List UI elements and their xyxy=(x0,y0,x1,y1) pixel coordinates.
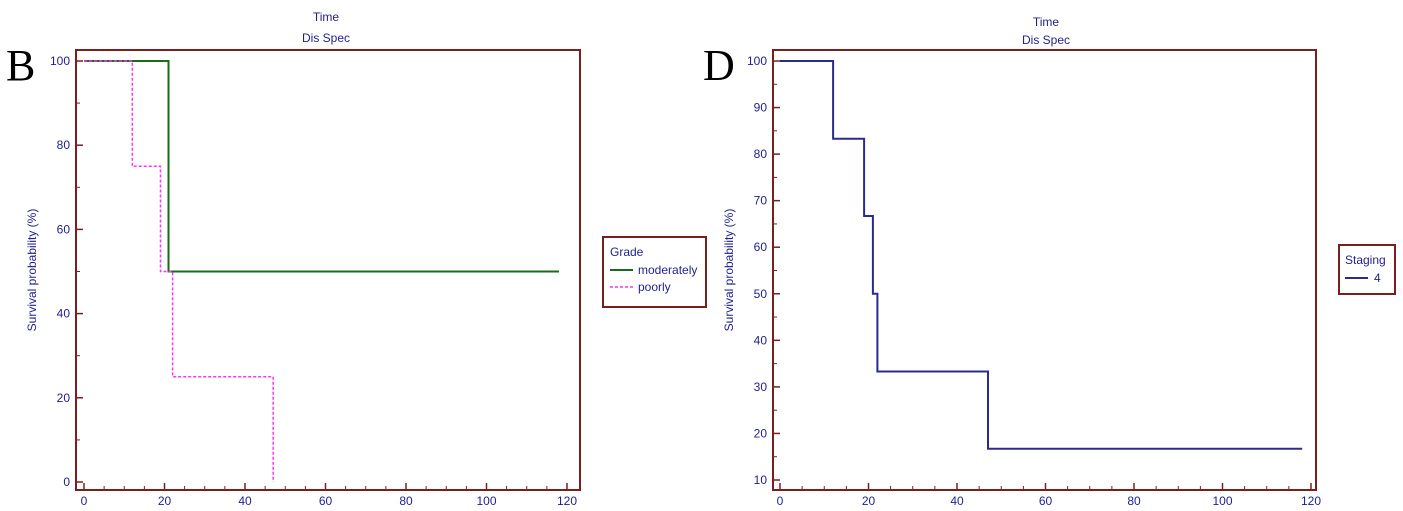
x-tick-label-d: 100 xyxy=(1212,494,1232,508)
x-tick-label-d: 120 xyxy=(1301,494,1321,508)
legend-label-4: 4 xyxy=(1374,271,1381,285)
chart-subtitle-d: Dis Spec xyxy=(1022,33,1070,47)
plot-area-d: 10 20 30 40 50 60 70 80 90 100 0 20 40 60 80 100 120 xyxy=(747,49,1321,508)
panel-b: B Time Dis Spec Survival probability (%)… xyxy=(6,10,707,508)
legend-label-moderately: moderately xyxy=(638,263,697,277)
legend-d: Staging 4 xyxy=(1338,244,1396,295)
y-tick-label-d: 100 xyxy=(747,54,767,68)
x-tick-label-d: 60 xyxy=(1039,494,1053,508)
legend-label-poorly: poorly xyxy=(638,280,671,294)
y-tick-label-d: 60 xyxy=(754,240,768,254)
x-tick-label-b: 20 xyxy=(158,494,172,508)
y-tick-label-d: 40 xyxy=(754,333,768,347)
legend-box-d xyxy=(1338,244,1396,295)
panel-d: D Time Dis Spec Survival probability (%)… xyxy=(703,15,1396,508)
x-tick-label-b: 60 xyxy=(319,494,333,508)
plot-frame-d xyxy=(772,49,1317,491)
x-tick-label-b: 40 xyxy=(238,494,252,508)
y-tick-label-d: 70 xyxy=(754,194,768,208)
x-tick-label-d: 80 xyxy=(1127,494,1141,508)
series-line-d-4 xyxy=(780,60,1303,450)
legend-b: Grade moderately poorly xyxy=(602,236,707,308)
plot-frame-b xyxy=(75,49,581,491)
x-tick-label-d: 40 xyxy=(950,494,964,508)
y-tick-label-b: 100 xyxy=(50,54,70,68)
x-tick-label-b: 120 xyxy=(557,494,577,508)
chart-subtitle-b: Dis Spec xyxy=(302,31,350,45)
y-tick-label-b: 40 xyxy=(57,307,71,321)
y-tick-label-d: 90 xyxy=(754,101,768,115)
legend-box-b xyxy=(602,236,707,308)
chart-title-d: Time xyxy=(1033,15,1060,29)
plot-area-b: 0 20 40 60 80 100 0 20 40 60 80 100 120 xyxy=(50,49,581,508)
y-tick-label-d: 30 xyxy=(754,380,768,394)
y-tick-label-b: 60 xyxy=(57,222,71,236)
y-tick-label-d: 20 xyxy=(754,426,768,440)
y-axis-label-d: Survival probability (%) xyxy=(722,209,736,332)
legend-title-b: Grade xyxy=(610,245,644,259)
panel-letter-d: D xyxy=(703,41,735,90)
series-line-b-poorly xyxy=(84,60,274,482)
y-tick-label-b: 20 xyxy=(57,391,71,405)
y-tick-label-b: 80 xyxy=(57,138,71,152)
y-tick-label-d: 50 xyxy=(754,287,768,301)
y-tick-label-d: 10 xyxy=(754,473,768,487)
x-tick-label-b: 100 xyxy=(476,494,496,508)
panel-letter-b: B xyxy=(6,41,35,90)
y-tick-label-d: 80 xyxy=(754,147,768,161)
x-tick-label-d: 20 xyxy=(862,494,876,508)
x-tick-label-b: 0 xyxy=(81,494,88,508)
legend-title-d: Staging xyxy=(1345,253,1386,267)
x-tick-label-b: 80 xyxy=(399,494,413,508)
chart-title-b: Time xyxy=(313,10,340,24)
y-axis-label-b: Survival probability (%) xyxy=(25,209,39,332)
y-tick-label-b: 0 xyxy=(63,475,70,489)
x-tick-label-d: 0 xyxy=(777,494,784,508)
